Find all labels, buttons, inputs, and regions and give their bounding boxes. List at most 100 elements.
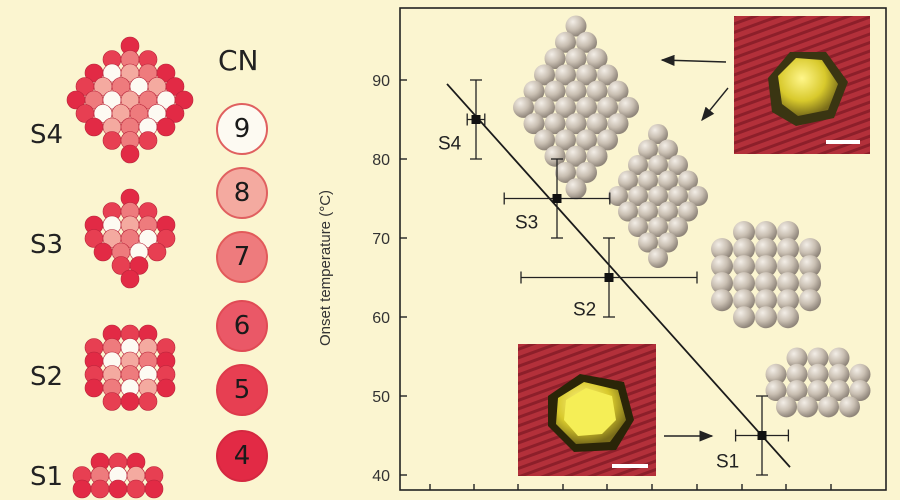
cluster-sphere <box>618 201 638 222</box>
cluster-sphere <box>565 178 587 200</box>
cluster-sphere <box>799 238 821 261</box>
cluster-model-s1 <box>765 347 871 418</box>
cluster-sphere <box>777 238 799 261</box>
cluster-sphere <box>733 221 755 243</box>
cluster-sphere <box>638 139 658 160</box>
cluster-sphere <box>586 145 608 167</box>
cluster-sphere <box>555 64 576 86</box>
cluster-sphere <box>565 113 587 135</box>
cn-legend-9: 9 <box>216 103 268 155</box>
cluster-sphere <box>586 80 608 102</box>
cn-sphere <box>120 144 140 164</box>
cluster-sphere <box>786 347 808 369</box>
cluster-sphere <box>597 96 618 118</box>
cn-legend-4: 4 <box>216 430 268 482</box>
cluster-sphere <box>849 380 871 402</box>
cn-sphere <box>138 131 158 150</box>
cluster-sphere <box>565 15 587 37</box>
cluster-sphere <box>638 232 658 253</box>
cluster-sphere <box>807 347 829 369</box>
plot-frame <box>399 7 887 491</box>
data-label-s3: S3 <box>515 213 538 234</box>
cluster-sphere <box>755 221 777 243</box>
cluster-sphere <box>576 96 597 118</box>
data-label-s1: S1 <box>716 452 739 473</box>
cluster-sphere <box>648 124 668 144</box>
cn-sphere <box>144 479 164 499</box>
cluster-sphere <box>777 255 799 278</box>
cluster-sphere <box>638 201 658 222</box>
cn-cluster-panel <box>66 36 194 499</box>
cn-sphere <box>174 90 194 110</box>
cluster-sphere <box>628 155 648 175</box>
cluster-sphere <box>668 186 688 206</box>
cluster-sphere <box>565 80 587 102</box>
cluster-sphere <box>565 48 587 70</box>
cluster-sphere <box>828 380 850 402</box>
cluster-model-s2 <box>711 221 821 329</box>
cn-cluster-s1 <box>72 452 164 499</box>
y-axis-label: Onset temperature (°C) <box>317 190 334 346</box>
cn-cluster-s4 <box>66 36 194 164</box>
cluster-sphere <box>828 363 850 385</box>
cluster-sphere <box>555 31 576 53</box>
cn-sphere <box>156 117 176 137</box>
cluster-sphere <box>786 363 808 385</box>
cluster-sphere <box>534 64 555 86</box>
data-point-s4 <box>471 115 481 124</box>
cluster-sphere <box>755 306 777 329</box>
cn-legend-7: 7 <box>216 231 268 283</box>
cluster-sphere <box>849 363 871 385</box>
y-tick-label: 80 <box>372 152 390 169</box>
cluster-sphere <box>765 363 787 385</box>
cn-sphere <box>147 242 167 262</box>
cluster-sphere <box>678 201 698 222</box>
cluster-sphere <box>777 272 799 295</box>
cn-sphere <box>156 63 176 83</box>
cluster-sphere <box>586 48 608 70</box>
x-axis-ticks <box>429 484 832 490</box>
structure-label-s3: S3 <box>30 230 64 260</box>
data-label-s2: S2 <box>573 300 596 321</box>
cluster-sphere <box>733 289 755 312</box>
cluster-sphere <box>777 306 799 329</box>
cluster-sphere <box>555 161 576 183</box>
cluster-sphere <box>607 80 629 102</box>
cluster-model-s4 <box>513 15 639 200</box>
cn-sphere <box>129 256 149 275</box>
cluster-sphere <box>628 217 648 237</box>
data-point-s3 <box>552 194 562 203</box>
cluster-sphere <box>688 186 708 206</box>
cluster-sphere <box>786 380 808 402</box>
cluster-sphere <box>668 155 688 175</box>
data-label-s4: S4 <box>438 134 462 155</box>
cluster-sphere <box>733 272 755 295</box>
cn-sphere <box>156 229 176 248</box>
cluster-sphere <box>777 221 799 243</box>
cluster-sphere <box>668 217 688 237</box>
cluster-sphere <box>576 129 597 151</box>
cluster-sphere <box>618 96 639 118</box>
cluster-sphere <box>544 145 566 167</box>
cluster-sphere <box>711 289 733 312</box>
cluster-sphere <box>576 64 597 86</box>
cn-legend-5: 5 <box>216 364 268 416</box>
cn-legend-title: CN <box>218 44 259 77</box>
cn-sphere <box>138 392 158 411</box>
cluster-sphere <box>555 96 576 118</box>
cluster-sphere <box>597 129 618 151</box>
cluster-sphere <box>608 186 628 206</box>
cluster-sphere <box>576 31 597 53</box>
arrow-top-down <box>701 87 729 122</box>
structure-label-s4: S4 <box>30 120 64 150</box>
cluster-sphere <box>638 170 658 191</box>
cluster-sphere <box>648 186 668 206</box>
y-tick-label: 70 <box>372 231 390 248</box>
cluster-sphere <box>755 272 777 295</box>
cluster-sphere <box>799 255 821 278</box>
cluster-sphere <box>523 113 545 135</box>
cluster-sphere <box>818 396 839 418</box>
cluster-sphere <box>544 80 566 102</box>
